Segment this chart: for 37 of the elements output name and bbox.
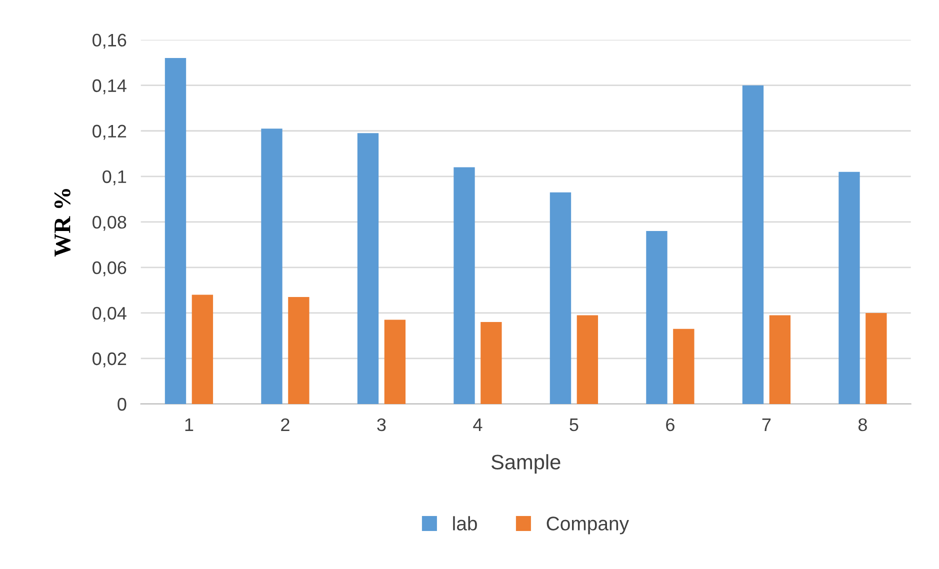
y-tick-label: 0,14 [92, 79, 126, 94]
bar [576, 315, 598, 404]
y-tick-label: 0,16 [92, 34, 126, 49]
bar [673, 328, 694, 404]
x-tick-label: 3 [377, 418, 386, 432]
bar [384, 320, 406, 404]
y-tick-label: 0,08 [92, 216, 126, 231]
bar [164, 58, 186, 404]
y-tick-label: 0 [118, 398, 126, 411]
x-tick-label: 6 [666, 418, 674, 432]
bar [480, 322, 502, 404]
x-tick-label: 2 [281, 418, 290, 431]
x-tick-label: 5 [570, 418, 578, 432]
bar [742, 85, 764, 404]
legend-label: Company [546, 516, 629, 534]
bar [357, 133, 379, 404]
bar [866, 312, 887, 404]
bar [646, 231, 668, 404]
bar [838, 172, 860, 404]
y-tick-label: 0,1 [102, 170, 126, 186]
bar [192, 294, 214, 404]
bar [288, 297, 310, 404]
y-tick-label: 0,04 [92, 306, 126, 322]
x-axis-title: Sample [491, 454, 560, 474]
bar [550, 192, 572, 404]
x-tick-label: 1 [185, 418, 194, 431]
y-axis-title: WR % [54, 189, 70, 257]
bar [454, 167, 475, 404]
x-tick-label: 7 [762, 418, 771, 431]
legend-label: lab [453, 516, 477, 530]
y-tick-label: 0,06 [92, 261, 126, 276]
x-tick-label: 4 [473, 418, 482, 431]
bar [769, 315, 791, 404]
bar [261, 128, 282, 404]
y-tick-label: 0,02 [92, 352, 126, 368]
y-tick-label: 0,12 [92, 124, 126, 140]
x-tick-label: 8 [858, 418, 867, 432]
